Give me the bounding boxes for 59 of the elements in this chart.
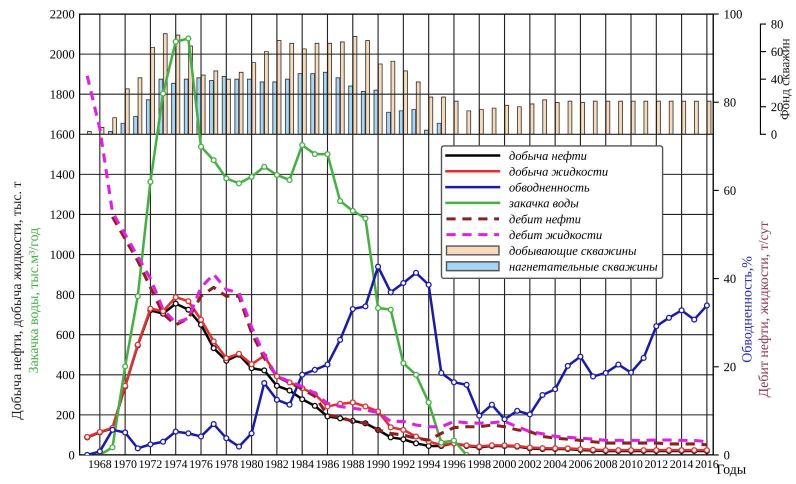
x-tick-label: 2016: [696, 460, 718, 468]
legend-label: дебит жидкости: [509, 230, 602, 240]
x-tick-label: 1986: [316, 460, 339, 468]
legend-label: добывающие скважины: [509, 246, 636, 258]
x-tick-label: 1988: [342, 460, 364, 468]
legend-label: добыча жидкости: [509, 166, 608, 176]
y3-tick-label: 0: [771, 130, 777, 139]
y2-tick-label: 100: [724, 10, 742, 18]
x-tick-label: 2014: [670, 460, 694, 468]
legend-label: обводненность: [509, 182, 590, 192]
legend-label: дебит нефти: [509, 214, 580, 226]
x-tick-label: 1970: [114, 460, 136, 468]
y-tick-label: 1000: [50, 250, 74, 259]
y-tick-label: 1200: [50, 210, 74, 219]
y-tick-label: 600: [56, 330, 74, 340]
x-tick-label: 1974: [164, 460, 188, 468]
x-tick-label: 2004: [544, 460, 567, 468]
y3-tick-label: 20: [771, 102, 783, 112]
y3-tick-label: 60: [771, 48, 783, 56]
x-tick-label: 2008: [594, 460, 618, 468]
y3-tick-label: 40: [771, 75, 783, 84]
y-tick-label: 200: [56, 410, 74, 420]
y-tick-label: 800: [56, 290, 74, 300]
y-tick-label: 1600: [50, 130, 74, 139]
y2-tick-label: 40: [724, 274, 736, 284]
y-tick-label: 2000: [50, 50, 74, 59]
x-tick-label: 2012: [645, 460, 668, 468]
x-tick-label: 2010: [620, 460, 642, 468]
x-tick-label: 1992: [392, 460, 415, 468]
x-tick-label: 1984: [291, 460, 314, 468]
y-tick-label: 1400: [50, 170, 74, 179]
x-tick-label: 2002: [518, 460, 541, 468]
x-tick-label: 1994: [418, 460, 440, 468]
legend-label: нагнетательные скважины: [509, 264, 658, 271]
y2-tick-label: 0: [724, 450, 730, 460]
legend-label: добыча нефти: [509, 150, 586, 163]
y-tick-label: 400: [56, 370, 74, 380]
x-tick-label: 1990: [367, 460, 390, 468]
x-axis-title: Годы: [716, 464, 746, 476]
x-tick-label: 1980: [240, 460, 263, 468]
x-tick-label: 1976: [190, 460, 212, 468]
x-tick-label: 1998: [468, 460, 491, 468]
y-tick-label: 2200: [50, 10, 74, 18]
x-tick-label: 1982: [266, 460, 288, 468]
y-tick-label: 0: [68, 450, 74, 460]
y3-tick-label: 80: [771, 20, 783, 29]
x-tick-label: 1978: [216, 460, 238, 468]
y2-axis-title: Обводненность,% Дебит нефти, жидкости, т/сут: [741, 222, 772, 398]
x-tick-label: 2000: [493, 460, 516, 468]
y2-tick-label: 60: [724, 186, 736, 195]
y2-tick-label: 80: [724, 98, 736, 107]
y-axis-title: Добыча нефти, добыча жидкости, тыс. т Закачка воды, тыс.м³/год: [11, 182, 41, 420]
x-tick-label: 1996: [443, 460, 466, 468]
y-tick-label: 1800: [50, 90, 74, 99]
x-tick-label: 1972: [140, 460, 162, 468]
legend-label: закачка воды: [508, 198, 578, 208]
y2-tick-label: 20: [724, 362, 736, 372]
x-tick-label: 1968: [89, 460, 112, 468]
x-tick-label: 2006: [569, 460, 592, 468]
